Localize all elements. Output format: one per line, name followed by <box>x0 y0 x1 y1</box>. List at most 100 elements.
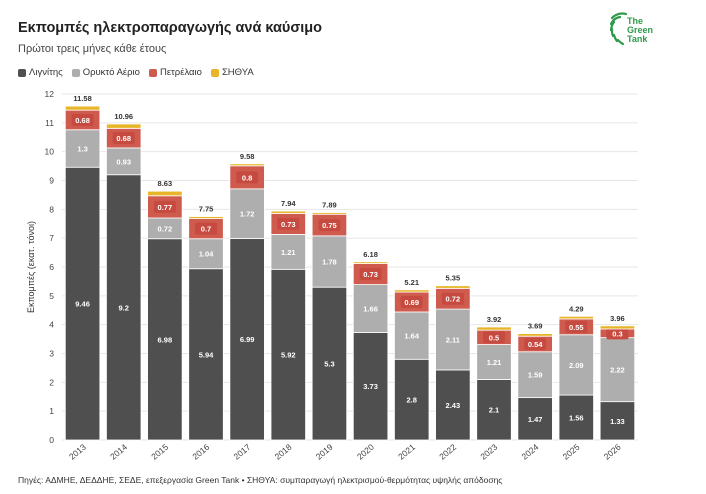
source-note: Πηγές: ΑΔΜΗΕ, ΔΕΔΔΗΕ, ΣΕΔΕ, επεξεργασία … <box>18 475 503 485</box>
bar-segment <box>147 190 183 197</box>
data-label: 1.56 <box>569 414 584 423</box>
data-label: 0.93 <box>116 157 131 166</box>
y-tick-label: 12 <box>45 89 55 99</box>
bar-segment <box>188 216 224 219</box>
bar-segment <box>476 326 512 331</box>
x-tick-label: 2024 <box>520 442 541 462</box>
data-label: 0.68 <box>75 116 90 125</box>
bar-segment <box>352 261 389 264</box>
data-label-bg <box>565 320 588 333</box>
legend-label: Πετρέλαιο <box>159 67 202 78</box>
data-label: 2.22 <box>610 366 625 375</box>
data-label: 0.68 <box>116 134 131 143</box>
bar-segment <box>270 234 306 270</box>
total-label: 3.92 <box>487 315 502 324</box>
data-label: 9.46 <box>75 300 90 309</box>
data-label: 0.73 <box>281 220 296 229</box>
y-tick-label: 5 <box>49 291 54 301</box>
bar-segment <box>147 238 183 441</box>
bar-segment <box>517 333 553 337</box>
bar-segment <box>311 235 348 288</box>
data-label: 2.1 <box>489 406 499 415</box>
data-label: 0.54 <box>528 340 543 349</box>
x-tick-label: 2020 <box>355 442 376 462</box>
legend-swatch <box>210 68 219 77</box>
bar-segment <box>106 147 142 176</box>
total-label: 3.69 <box>528 322 543 331</box>
x-tick-label: 2013 <box>67 442 88 462</box>
data-label: 9.2 <box>118 303 128 312</box>
legend-label: ΣΗΘΥΑ <box>221 67 254 78</box>
legend-item-oil: Πετρέλαιο <box>148 67 202 78</box>
data-label: 2.43 <box>446 401 461 410</box>
chart-subtitle: Πρώτοι τρεις μήνες κάθε έτους <box>18 43 167 55</box>
data-label: 0.75 <box>322 221 337 230</box>
data-label-bg <box>71 113 94 126</box>
data-label: 2.8 <box>406 396 416 405</box>
chart-title: Εκπομπές ηλεκτροπαραγωγής ανά καύσιμο <box>18 20 323 36</box>
bar-segment <box>64 105 101 111</box>
x-tick-label: 2017 <box>232 442 253 462</box>
total-label: 5.21 <box>404 278 419 287</box>
data-label-bg <box>195 222 217 235</box>
y-tick-label: 2 <box>49 377 54 387</box>
y-tick-label: 1 <box>49 406 54 416</box>
data-label-bg <box>359 268 382 281</box>
bar-segment <box>64 166 101 441</box>
total-label: 8.63 <box>158 179 173 188</box>
total-label: 3.96 <box>610 314 625 323</box>
legend-swatch <box>71 68 80 77</box>
data-label: 1.33 <box>610 417 625 426</box>
bar-segment <box>229 238 265 441</box>
data-label: 3.73 <box>363 382 378 391</box>
data-label: 5.92 <box>281 351 296 360</box>
bar-segment <box>188 238 224 270</box>
data-label: 0.8 <box>242 173 252 182</box>
y-tick-label: 10 <box>45 147 55 157</box>
data-label: 1.21 <box>281 248 296 257</box>
bar-segment <box>106 174 142 441</box>
legend-item-lignite: Λιγνίτης <box>18 67 63 78</box>
data-label: 1.66 <box>363 305 378 314</box>
total-label: 7.89 <box>322 201 337 210</box>
bar-segment <box>394 311 430 360</box>
x-tick-label: 2015 <box>149 442 170 462</box>
bar-segment <box>229 188 265 239</box>
bar-segment <box>311 212 348 215</box>
data-label: 1.04 <box>199 250 214 259</box>
total-label: 4.29 <box>569 304 584 313</box>
bar-segment <box>270 210 306 214</box>
total-label: 9.58 <box>240 152 255 161</box>
logo-text-line1: The <box>627 16 644 26</box>
x-tick-label: 2016 <box>190 442 211 462</box>
data-label: 2.11 <box>446 336 460 345</box>
data-label-bg <box>153 200 176 213</box>
bar-segment <box>599 401 636 441</box>
bar-segment <box>270 268 306 441</box>
bar-segment <box>599 337 636 403</box>
bar-segment <box>435 308 471 371</box>
data-label: 0.3 <box>612 329 622 338</box>
data-label: 6.98 <box>158 335 173 344</box>
logo-text-line2: Green <box>627 25 654 35</box>
bar-segment <box>311 286 348 441</box>
data-label-bg <box>441 292 464 305</box>
x-tick-label: 2025 <box>561 442 582 462</box>
data-label: 1.59 <box>528 371 543 380</box>
data-label: 0.73 <box>363 270 378 279</box>
data-label-bg <box>400 296 423 309</box>
bar-segment <box>517 351 553 399</box>
data-label: 1.47 <box>528 415 543 424</box>
data-label-bg <box>483 331 505 344</box>
bar-segment <box>64 129 101 168</box>
bar-segment <box>394 358 430 441</box>
legend-swatch <box>18 68 26 77</box>
total-label: 11.58 <box>73 94 91 103</box>
x-tick-label: 2014 <box>108 442 129 462</box>
bar-segment <box>352 332 389 441</box>
data-label: 0.55 <box>569 323 584 332</box>
y-tick-label: 0 <box>49 435 54 445</box>
bar-segment <box>229 163 265 167</box>
data-label: 0.7 <box>201 225 211 234</box>
y-tick-label: 11 <box>45 118 54 128</box>
